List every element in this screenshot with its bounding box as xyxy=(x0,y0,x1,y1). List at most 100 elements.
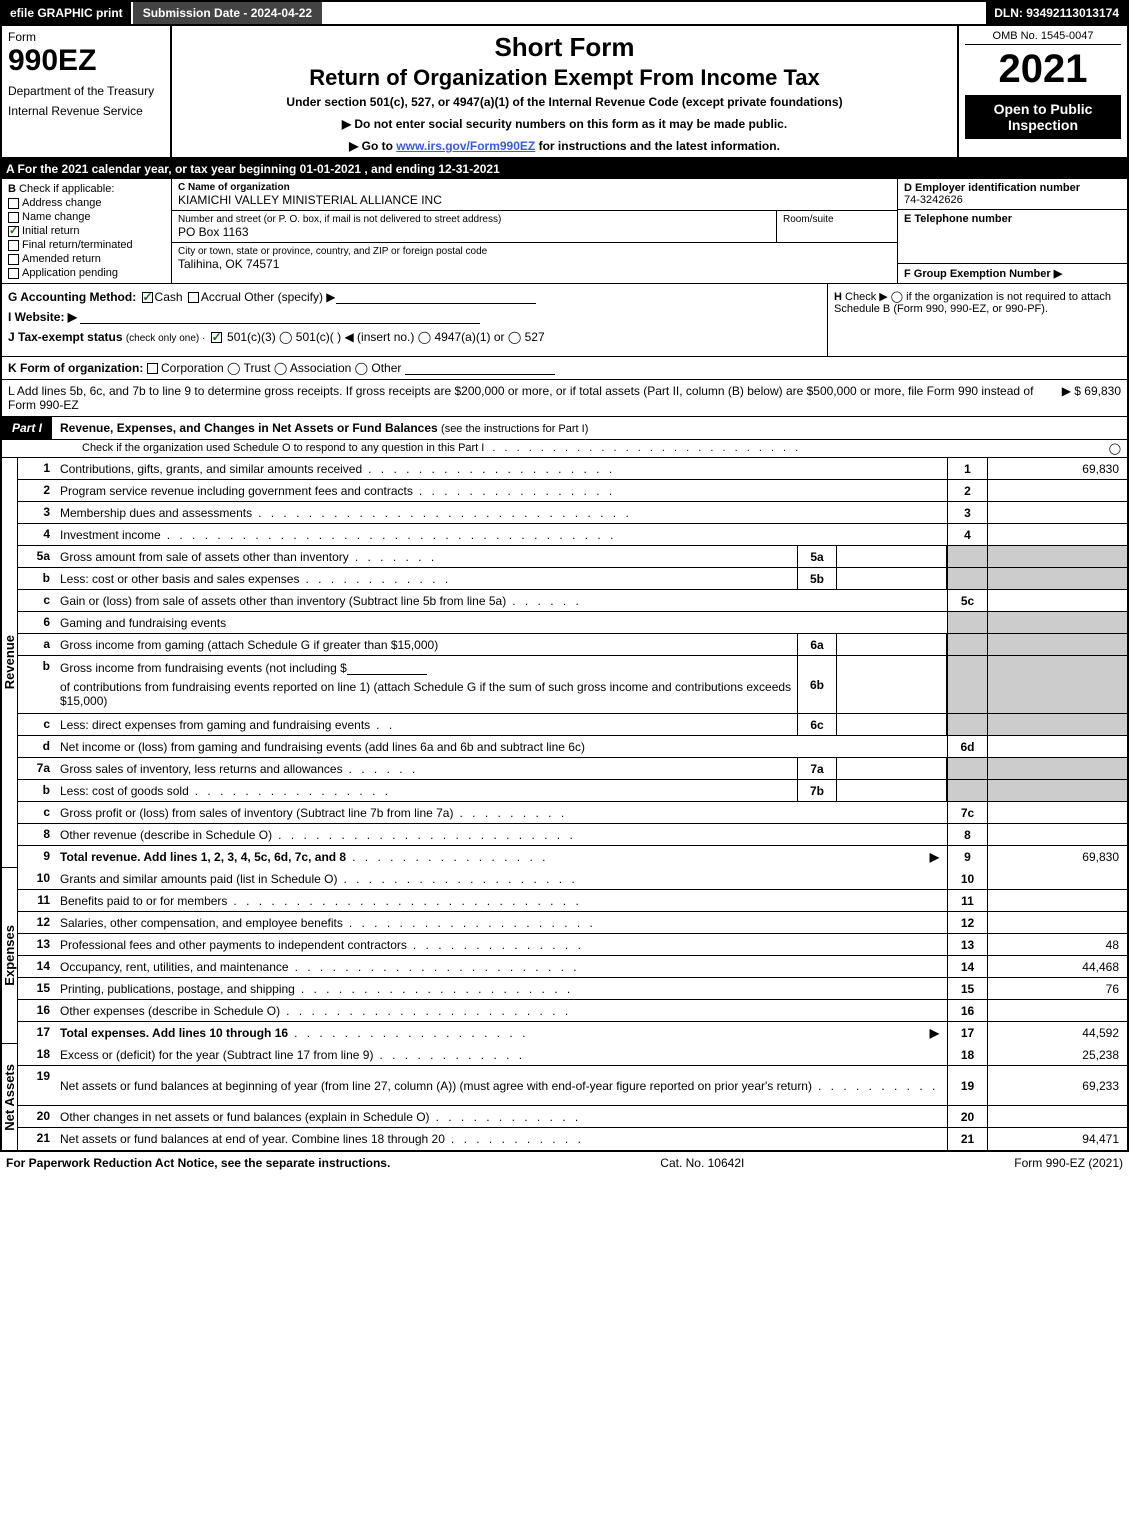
top-bar: efile GRAPHIC print Submission Date - 20… xyxy=(0,0,1129,26)
line-5a: 5a Gross amount from sale of assets othe… xyxy=(18,546,1127,568)
line-20-amt xyxy=(987,1106,1127,1127)
line-10-amt xyxy=(987,868,1127,889)
line-6b-num: b xyxy=(18,656,56,713)
header-right: OMB No. 1545-0047 2021 Open to Public In… xyxy=(957,26,1127,157)
check-o-box[interactable]: ◯ xyxy=(1109,442,1121,455)
chk-cash[interactable] xyxy=(142,292,153,303)
line-7a-num: 7a xyxy=(18,758,56,779)
line-17-box: 17 xyxy=(947,1022,987,1044)
chk-accrual[interactable] xyxy=(188,292,199,303)
line-5b-desc: Less: cost or other basis and sales expe… xyxy=(56,568,797,589)
j-sub: (check only one) · xyxy=(126,333,205,344)
check-o-text: Check if the organization used Schedule … xyxy=(82,442,484,455)
box-center: C Name of organization KIAMICHI VALLEY M… xyxy=(172,179,897,283)
line-7c-amt xyxy=(987,802,1127,823)
line-19-amt: 69,233 xyxy=(987,1066,1127,1105)
k-options: Corporation ◯ Trust ◯ Association ◯ Othe… xyxy=(161,361,401,375)
line-6a-text: Gross income from gaming (attach Schedul… xyxy=(60,638,438,652)
line-11-amt xyxy=(987,890,1127,911)
website-input[interactable] xyxy=(80,310,480,324)
part-1-header: Part I Revenue, Expenses, and Changes in… xyxy=(0,417,1129,440)
line-9: 9 Total revenue. Add lines 1, 2, 3, 4, 5… xyxy=(18,846,1127,868)
line-9-text: Total revenue. Add lines 1, 2, 3, 4, 5c,… xyxy=(60,850,346,864)
line-3-box: 3 xyxy=(947,502,987,523)
org-name-value: KIAMICHI VALLEY MINISTERIAL ALLIANCE INC xyxy=(178,193,891,207)
k-other-input[interactable] xyxy=(405,361,555,375)
line-21-num: 21 xyxy=(18,1128,56,1150)
line-14-num: 14 xyxy=(18,956,56,977)
line-6b-text-post: of contributions from fundraising events… xyxy=(60,680,793,708)
line-5a-subval xyxy=(837,546,947,567)
sidetab-netassets: Net Assets xyxy=(2,1044,18,1150)
line-14-amt: 44,468 xyxy=(987,956,1127,977)
line-18-box: 18 xyxy=(947,1044,987,1065)
line-7b-box-shaded xyxy=(947,780,987,801)
line-5c-text: Gain or (loss) from sale of assets other… xyxy=(60,594,506,608)
line-16: 16 Other expenses (describe in Schedule … xyxy=(18,1000,1127,1022)
line-15-box: 15 xyxy=(947,978,987,999)
chk-name-change[interactable]: Name change xyxy=(8,211,165,223)
i-label: I Website: ▶ xyxy=(8,310,77,324)
line-6d-amt xyxy=(987,736,1127,757)
line-13-num: 13 xyxy=(18,934,56,955)
irs-link[interactable]: www.irs.gov/Form990EZ xyxy=(396,139,535,153)
chk-application-pending[interactable]: Application pending xyxy=(8,267,165,279)
submission-date-label: Submission Date - 2024-04-22 xyxy=(131,2,324,24)
sidetab-expenses-label: Expenses xyxy=(2,925,17,986)
efile-print-label[interactable]: efile GRAPHIC print xyxy=(2,2,131,24)
line-2-box: 2 xyxy=(947,480,987,501)
sidetab-expenses: Expenses xyxy=(2,868,18,1044)
org-info-grid: B Check if applicable: Address change Na… xyxy=(0,179,1129,284)
line-8-amt xyxy=(987,824,1127,845)
line-5c-num: c xyxy=(18,590,56,611)
line-21-box: 21 xyxy=(947,1128,987,1150)
sidetab-revenue: Revenue xyxy=(2,458,18,868)
chk-501c3[interactable] xyxy=(211,332,222,343)
line-7c-num: c xyxy=(18,802,56,823)
line-7a-subval xyxy=(837,758,947,779)
chk-initial-return[interactable]: Initial return xyxy=(8,225,165,237)
line-5b-text: Less: cost or other basis and sales expe… xyxy=(60,572,299,586)
form-label: Form xyxy=(8,30,164,44)
omb-number: OMB No. 1545-0047 xyxy=(965,30,1121,45)
line-20-num: 20 xyxy=(18,1106,56,1127)
line-7b-subval xyxy=(837,780,947,801)
line-6b-blank[interactable] xyxy=(347,661,427,675)
chk-name-change-label: Name change xyxy=(22,211,91,223)
subtitle: Under section 501(c), 527, or 4947(a)(1)… xyxy=(180,95,949,109)
check-o-dots: . . . . . . . . . . . . . . . . . . . . … xyxy=(492,442,1100,455)
line-5c: c Gain or (loss) from sale of assets oth… xyxy=(18,590,1127,612)
line-16-num: 16 xyxy=(18,1000,56,1021)
line-4-text: Investment income xyxy=(60,528,161,542)
line-6c: c Less: direct expenses from gaming and … xyxy=(18,714,1127,736)
line-4-desc: Investment income. . . . . . . . . . . .… xyxy=(56,524,947,545)
chk-amended-return[interactable]: Amended return xyxy=(8,253,165,265)
j-options: 501(c)(3) ◯ 501(c)( ) ◀ (insert no.) ◯ 4… xyxy=(227,330,545,344)
room-field: Room/suite xyxy=(777,211,897,242)
line-12: 12 Salaries, other compensation, and emp… xyxy=(18,912,1127,934)
other-specify-input[interactable] xyxy=(336,290,536,304)
chk-corporation[interactable] xyxy=(147,363,158,374)
h-text: Check ▶ ◯ if the organization is not req… xyxy=(834,291,1111,315)
line-6c-box-shaded xyxy=(947,714,987,735)
j-label: J Tax-exempt status xyxy=(8,330,123,344)
line-20-box: 20 xyxy=(947,1106,987,1127)
line-1-box: 1 xyxy=(947,458,987,479)
k-label: K Form of organization: xyxy=(8,361,143,375)
line-7a: 7a Gross sales of inventory, less return… xyxy=(18,758,1127,780)
line-5a-num: 5a xyxy=(18,546,56,567)
line-7b-desc: Less: cost of goods sold. . . . . . . . … xyxy=(56,780,797,801)
header-left: Form 990EZ Department of the Treasury In… xyxy=(2,26,172,157)
line-7c-box: 7c xyxy=(947,802,987,823)
line-5b-box-shaded xyxy=(947,568,987,589)
line-13: 13 Professional fees and other payments … xyxy=(18,934,1127,956)
ein-value: 74-3242626 xyxy=(904,194,1121,206)
short-form-title: Short Form xyxy=(180,32,949,63)
chk-final-return[interactable]: Final return/terminated xyxy=(8,239,165,251)
line-2-desc: Program service revenue including govern… xyxy=(56,480,947,501)
form-number: 990EZ xyxy=(8,44,164,78)
line-13-box: 13 xyxy=(947,934,987,955)
line-1-amt: 69,830 xyxy=(987,458,1127,479)
chk-address-change[interactable]: Address change xyxy=(8,197,165,209)
line-6a-desc: Gross income from gaming (attach Schedul… xyxy=(56,634,797,655)
